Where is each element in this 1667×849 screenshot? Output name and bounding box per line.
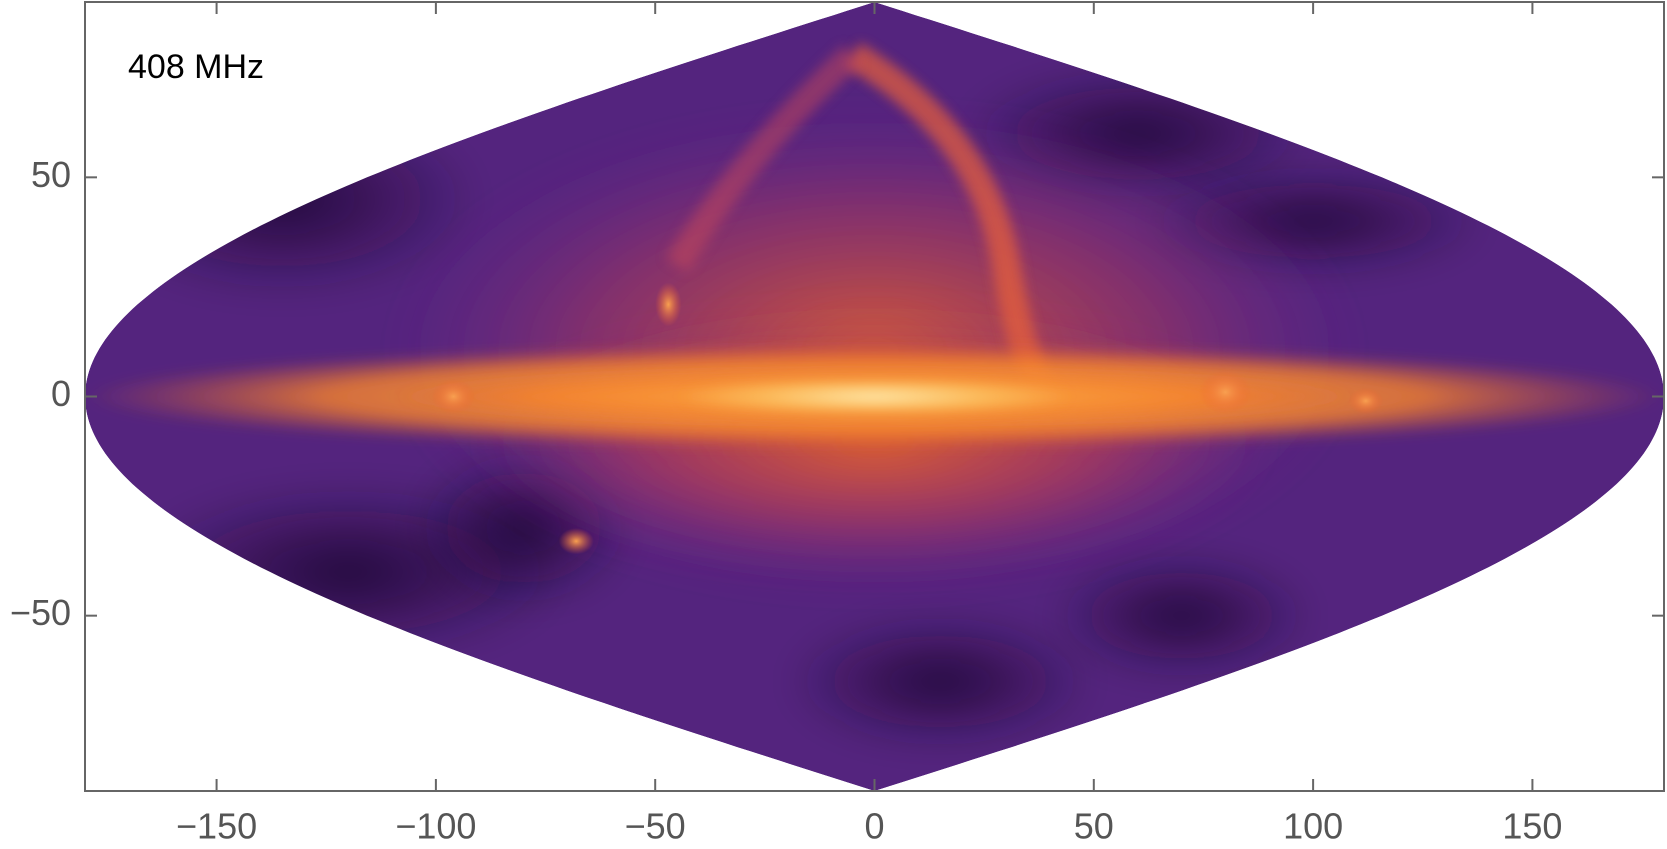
- source: [558, 528, 594, 555]
- x-tick-label: −150: [176, 806, 257, 847]
- annotation: 408 MHz: [128, 48, 264, 86]
- x-tick-label: 0: [864, 806, 884, 847]
- x-tick-label: 100: [1283, 806, 1343, 847]
- y-tick-label: 50: [31, 154, 71, 195]
- dark-region: [786, 615, 1094, 748]
- dark-region: [85, 102, 480, 296]
- x-tick-label: −50: [625, 806, 686, 847]
- polar-spur: [665, 45, 862, 272]
- sky-map: [85, 2, 1664, 791]
- y-tick-label: −50: [10, 592, 71, 633]
- dark-region: [1049, 554, 1314, 678]
- source: [655, 282, 682, 327]
- x-tick-label: −100: [395, 806, 476, 847]
- y-tick-label: 0: [51, 373, 71, 414]
- source: [1348, 387, 1384, 415]
- source: [1199, 370, 1252, 415]
- galactic-core: [677, 378, 1072, 415]
- x-tick-label: 150: [1502, 806, 1562, 847]
- source: [431, 378, 476, 415]
- x-tick-label: 50: [1074, 806, 1114, 847]
